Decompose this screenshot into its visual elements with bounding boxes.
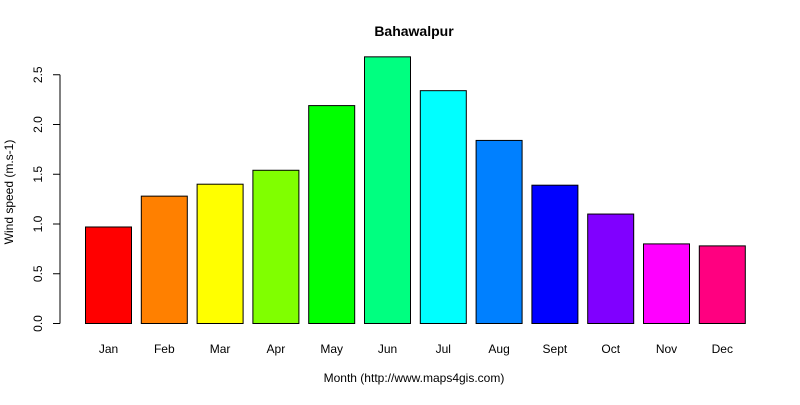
bar-apr [252,169,300,324]
bar-jun [364,56,411,325]
x-tick-label: Jul [436,342,451,356]
y-axis-title: Wind speed (m.s-1) [2,140,16,245]
x-tick-label: Sept [543,342,568,356]
x-tick-label: Oct [601,342,620,356]
bar-may [308,105,356,324]
x-tick-labels: Jan Feb Mar Apr May Jun Jul Aug Sept Oct Nov Dec [99,342,733,356]
bar-mar [196,183,244,324]
bars-group [85,56,746,325]
bar-sept [531,184,579,324]
y-tick-label: 2.0 [31,116,45,133]
bar-jul [419,90,467,324]
x-tick-label: Dec [712,342,733,356]
x-tick-label: May [320,342,343,356]
y-tick-label: 2.5 [31,66,45,83]
bar-feb [140,195,188,324]
y-tick-label: 0.0 [31,315,45,332]
y-axis: 0.0 0.5 1.0 1.5 2.0 2.5 [31,66,61,332]
bar-nov [643,243,690,324]
bar-jan [85,226,132,324]
bar-dec [698,245,746,324]
y-tick-label: 0.5 [31,265,45,282]
x-tick-label: Nov [656,342,677,356]
y-tick-label: 1.0 [31,215,45,232]
bar-oct [587,213,635,324]
x-axis-title: Month (http://www.maps4gis.com) [324,371,505,385]
bar-aug [475,139,523,324]
x-tick-label: Feb [154,342,175,356]
x-tick-label: Mar [210,342,231,356]
chart-title: Bahawalpur [374,23,454,39]
x-tick-label: Jun [378,342,397,356]
x-tick-label: Jan [99,342,118,356]
y-tick-label: 1.5 [31,166,45,183]
x-tick-label: Aug [488,342,509,356]
x-tick-label: Apr [267,342,286,356]
